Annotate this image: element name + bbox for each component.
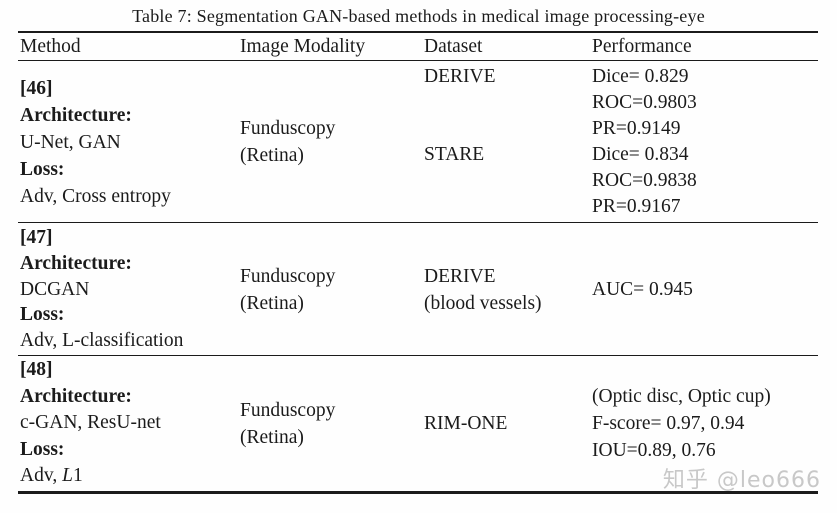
modality-cell: Funduscopy (Retina) (240, 225, 420, 354)
column-header-image-modality: Image Modality (240, 36, 366, 57)
loss-value: Adv, L1 (20, 463, 236, 490)
performance-line: (Optic disc, Optic cup) (592, 386, 771, 407)
loss-value: Adv, Cross entropy (20, 183, 236, 210)
performance-line: AUC= 0.945 (592, 279, 693, 300)
row-separator-rule (18, 355, 818, 356)
architecture-value: DCGAN (20, 278, 90, 300)
table-caption: Table 7: Segmentation GAN-based methods … (132, 6, 705, 26)
dataset-cell: RIM-ONE (424, 357, 590, 490)
modality-line: Funduscopy (240, 118, 336, 139)
architecture-label: Architecture: (20, 252, 132, 274)
modality-line: (Retina) (240, 145, 304, 166)
architecture-value: c-GAN, ResU-net (20, 412, 161, 434)
performance-line: PR=0.9149 (592, 118, 681, 139)
table-row: [47] Architecture: DCGAN Loss: Adv, L-cl… (0, 225, 837, 354)
header-rule (18, 60, 818, 61)
column-header-dataset: Dataset (424, 36, 483, 57)
architecture-value: U-Net, GAN (20, 131, 121, 153)
modality-line: (Retina) (240, 292, 304, 314)
modality-line: (Retina) (240, 426, 304, 448)
method-cell: [46] Architecture: U-Net, GAN Loss: Adv,… (20, 62, 236, 222)
performance-line: Dice= 0.834 (592, 144, 689, 165)
loss-value-text: Adv, Cross entropy (20, 185, 171, 207)
performance-cell: AUC= 0.945 (592, 225, 824, 354)
loss-value-text: Adv, L-classification (20, 330, 184, 352)
dataset-name: DERIVE (424, 66, 496, 87)
modality-cell: Funduscopy (Retina) (240, 357, 420, 490)
performance-line: ROC=0.9803 (592, 92, 697, 113)
loss-value-suffix: 1 (72, 465, 83, 487)
performance-line: PR=0.9167 (592, 196, 681, 217)
dataset-cell: DERIVE STARE (424, 62, 590, 224)
table-top-rule (18, 31, 818, 33)
column-header-method: Method (20, 36, 81, 57)
performance-line: F-score= 0.97, 0.94 (592, 413, 745, 434)
table-bottom-rule (18, 491, 818, 494)
loss-label: Loss: (20, 158, 65, 180)
loss-value: Adv, L-classification (20, 328, 236, 354)
performance-cell: Dice= 0.829 ROC=0.9803 PR=0.9149 Dice= 0… (592, 62, 824, 224)
loss-value-italic: L (62, 465, 73, 487)
zhihu-watermark: 知乎 @leo666 (662, 468, 821, 493)
dataset-cell: DERIVE (blood vessels) (424, 225, 590, 354)
dataset-name: RIM-ONE (424, 413, 508, 434)
performance-line: Dice= 0.829 (592, 66, 689, 87)
performance-line: ROC=0.9838 (592, 170, 697, 191)
dataset-name: (blood vessels) (424, 292, 542, 314)
reference-number: [47] (20, 227, 53, 248)
reference-number: [46] (20, 77, 53, 99)
architecture-label: Architecture: (20, 104, 132, 126)
table-row: [48] Architecture: c-GAN, ResU-net Loss:… (0, 357, 837, 490)
dataset-name: STARE (424, 144, 485, 165)
method-cell: [47] Architecture: DCGAN Loss: Adv, L-cl… (20, 225, 236, 354)
reference-number: [48] (20, 359, 53, 381)
loss-value-text: Adv, (20, 465, 63, 487)
architecture-label: Architecture: (20, 385, 132, 407)
performance-line: IOU=0.89, 0.76 (592, 440, 716, 461)
table-row: [46] Architecture: U-Net, GAN Loss: Adv,… (0, 62, 837, 222)
modality-line: Funduscopy (240, 265, 336, 287)
row-separator-rule (18, 222, 818, 223)
loss-label: Loss: (20, 438, 65, 460)
modality-line: Funduscopy (240, 399, 336, 421)
method-cell: [48] Architecture: c-GAN, ResU-net Loss:… (20, 357, 236, 490)
dataset-name: DERIVE (424, 265, 496, 287)
performance-cell: (Optic disc, Optic cup) F-score= 0.97, 0… (592, 357, 824, 490)
loss-label: Loss: (20, 304, 65, 326)
modality-cell: Funduscopy (Retina) (240, 62, 420, 222)
column-header-performance: Performance (592, 36, 692, 57)
